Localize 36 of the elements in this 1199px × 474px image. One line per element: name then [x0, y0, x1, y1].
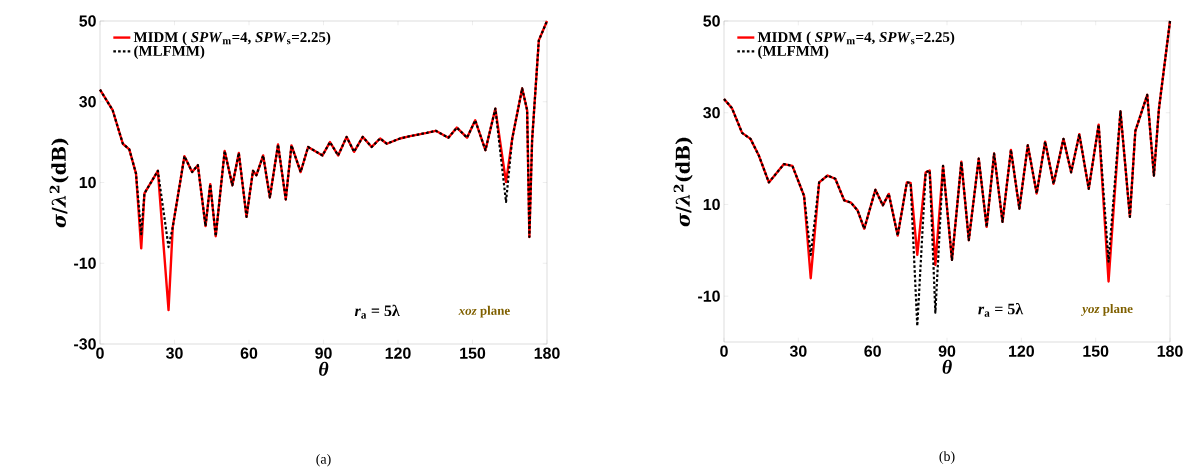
y-tick-label: 50	[79, 15, 96, 27]
x-tick-label: 180	[1157, 345, 1183, 357]
y-tick-label: 10	[703, 198, 720, 211]
y-tick-label: 30	[79, 96, 96, 108]
annotation: xoz plane	[458, 305, 510, 318]
y-tick-label: 30	[703, 107, 720, 119]
x-tick-label: 120	[1009, 345, 1034, 357]
x-tick-label: 90	[315, 347, 332, 359]
annotation: yoz plane	[1080, 304, 1133, 316]
y-tick-label: -10	[698, 290, 720, 302]
x-tick-label: 60	[240, 347, 258, 359]
x-tick-label: 120	[385, 347, 411, 359]
text: (b)	[939, 451, 955, 464]
x-tick-label: 150	[1083, 345, 1109, 357]
x-axis-title: θ	[942, 359, 952, 374]
x-tick-label: 30	[789, 345, 807, 357]
x-tick-label: 30	[166, 347, 183, 359]
x-tick-label: 0	[720, 345, 728, 357]
y-tick-label: -30	[74, 338, 96, 350]
x-tick-label: 0	[96, 347, 104, 359]
legend-label: MIDM ( SPW$_{m}$=4, SPW$_{s}$=2.25)	[757, 31, 955, 46]
legend-label: (MLFMM)	[134, 45, 205, 60]
line-series	[98, 19, 549, 249]
x-tick-label: 180	[534, 347, 560, 359]
legend-label: (MLFMM)	[758, 45, 829, 60]
x-tick-label: 90	[938, 345, 956, 357]
annotation: r$_{a}$ = 5λ	[978, 302, 1024, 317]
y-tick-label: 10	[79, 176, 96, 189]
annotation: r$_{a}$ = 5λ	[354, 304, 400, 319]
x-tick-label: 150	[460, 347, 486, 359]
text: (a)	[316, 453, 331, 467]
x-tick-label: 60	[864, 345, 881, 357]
y-tick-label: 50	[703, 15, 720, 27]
y-tick-label: -10	[74, 257, 96, 269]
x-axis-title: θ	[319, 361, 329, 376]
legend-label: MIDM ( SPW$_{m}$=4, SPW$_{s}$=2.25)	[133, 31, 331, 46]
